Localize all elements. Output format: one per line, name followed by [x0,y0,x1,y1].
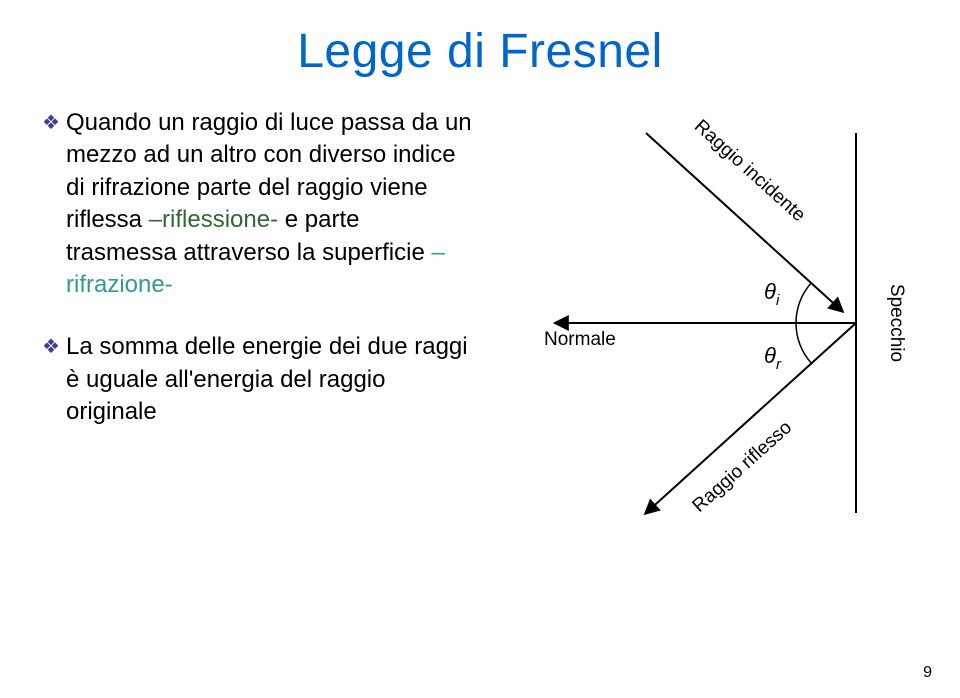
label-incidente: Raggio incidente [690,116,809,226]
page-number: 9 [923,664,932,682]
slide-container: Legge di Fresnel ❖ Quando un raggio di l… [0,0,960,698]
content-row: ❖ Quando un raggio di luce passa da un m… [36,107,924,533]
svg-text:θr: θr [764,343,782,373]
label-normale: Normale [544,329,616,350]
bullet-pre: La somma delle energie dei due raggi è u… [66,333,468,425]
svg-text:θi: θi [764,279,780,309]
label-specchio: Specchio [886,284,907,362]
bullet-text: Quando un raggio di luce passa da un mez… [66,107,476,301]
svg-text:Raggio incidente: Raggio incidente [690,116,809,226]
term-riflessione: –riflessione- [149,206,278,233]
bullet-marker-icon: ❖ [42,334,66,361]
bullet-text: La somma delle energie dei due raggi è u… [66,331,476,428]
label-theta-r-sub: r [776,356,782,373]
figure-column: Raggio incidente Raggio riflesso Normale… [496,107,936,533]
bullet-item: ❖ La somma delle energie dei due raggi è… [42,331,476,428]
text-column: ❖ Quando un raggio di luce passa da un m… [36,107,476,533]
reflection-diagram: Raggio incidente Raggio riflesso Normale… [496,113,936,533]
slide-title: Legge di Fresnel [36,24,924,79]
bullet-marker-icon: ❖ [42,110,66,137]
svg-text:Normale: Normale [544,329,616,350]
svg-text:Specchio: Specchio [886,284,907,362]
bullet-item: ❖ Quando un raggio di luce passa da un m… [42,107,476,301]
label-theta-r: θ [764,343,776,368]
svg-text:Raggio riflesso: Raggio riflesso [689,417,796,517]
label-theta-i-sub: i [776,292,780,309]
label-riflesso: Raggio riflesso [689,417,796,517]
label-theta-i: θ [764,279,776,304]
